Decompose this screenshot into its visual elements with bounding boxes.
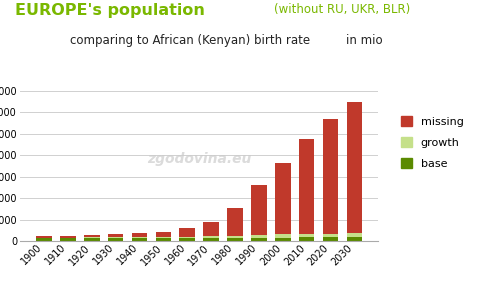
Bar (227, 208, 243, 235)
Bar (275, 238, 290, 241)
Bar (36, 236, 52, 238)
Bar (251, 185, 266, 235)
Bar (84, 235, 100, 238)
Bar (179, 228, 195, 236)
Text: zgodovina.eu: zgodovina.eu (147, 151, 251, 166)
Bar (108, 237, 124, 238)
Bar (347, 237, 362, 241)
Text: EUROPE's population: EUROPE's population (15, 3, 205, 18)
Bar (179, 236, 195, 238)
Bar (36, 238, 52, 241)
Bar (251, 238, 266, 241)
Bar (275, 234, 290, 238)
Bar (155, 238, 171, 241)
Bar (323, 237, 338, 241)
Bar (347, 102, 362, 233)
Bar (108, 238, 124, 241)
Bar (299, 234, 314, 238)
Bar (227, 238, 243, 241)
Bar (155, 232, 171, 237)
Bar (60, 236, 76, 238)
Bar (251, 235, 266, 238)
Bar (275, 163, 290, 234)
Bar (155, 237, 171, 238)
Bar (108, 234, 124, 237)
Bar (84, 238, 100, 241)
Bar (203, 222, 219, 236)
Text: comparing to African (Kenyan) birth rate: comparing to African (Kenyan) birth rate (70, 34, 310, 47)
Bar (299, 139, 314, 234)
Bar (179, 238, 195, 241)
Bar (132, 237, 147, 238)
Text: (without RU, UKR, BLR): (without RU, UKR, BLR) (274, 3, 410, 16)
Bar (132, 233, 147, 237)
Text: in mio: in mio (346, 34, 383, 47)
Legend: missing, growth, base: missing, growth, base (398, 114, 466, 171)
Bar (203, 238, 219, 241)
Bar (203, 236, 219, 238)
Bar (299, 238, 314, 241)
Bar (132, 238, 147, 241)
Bar (323, 119, 338, 234)
Bar (323, 234, 338, 237)
Bar (60, 238, 76, 241)
Bar (347, 233, 362, 237)
Bar (227, 235, 243, 238)
